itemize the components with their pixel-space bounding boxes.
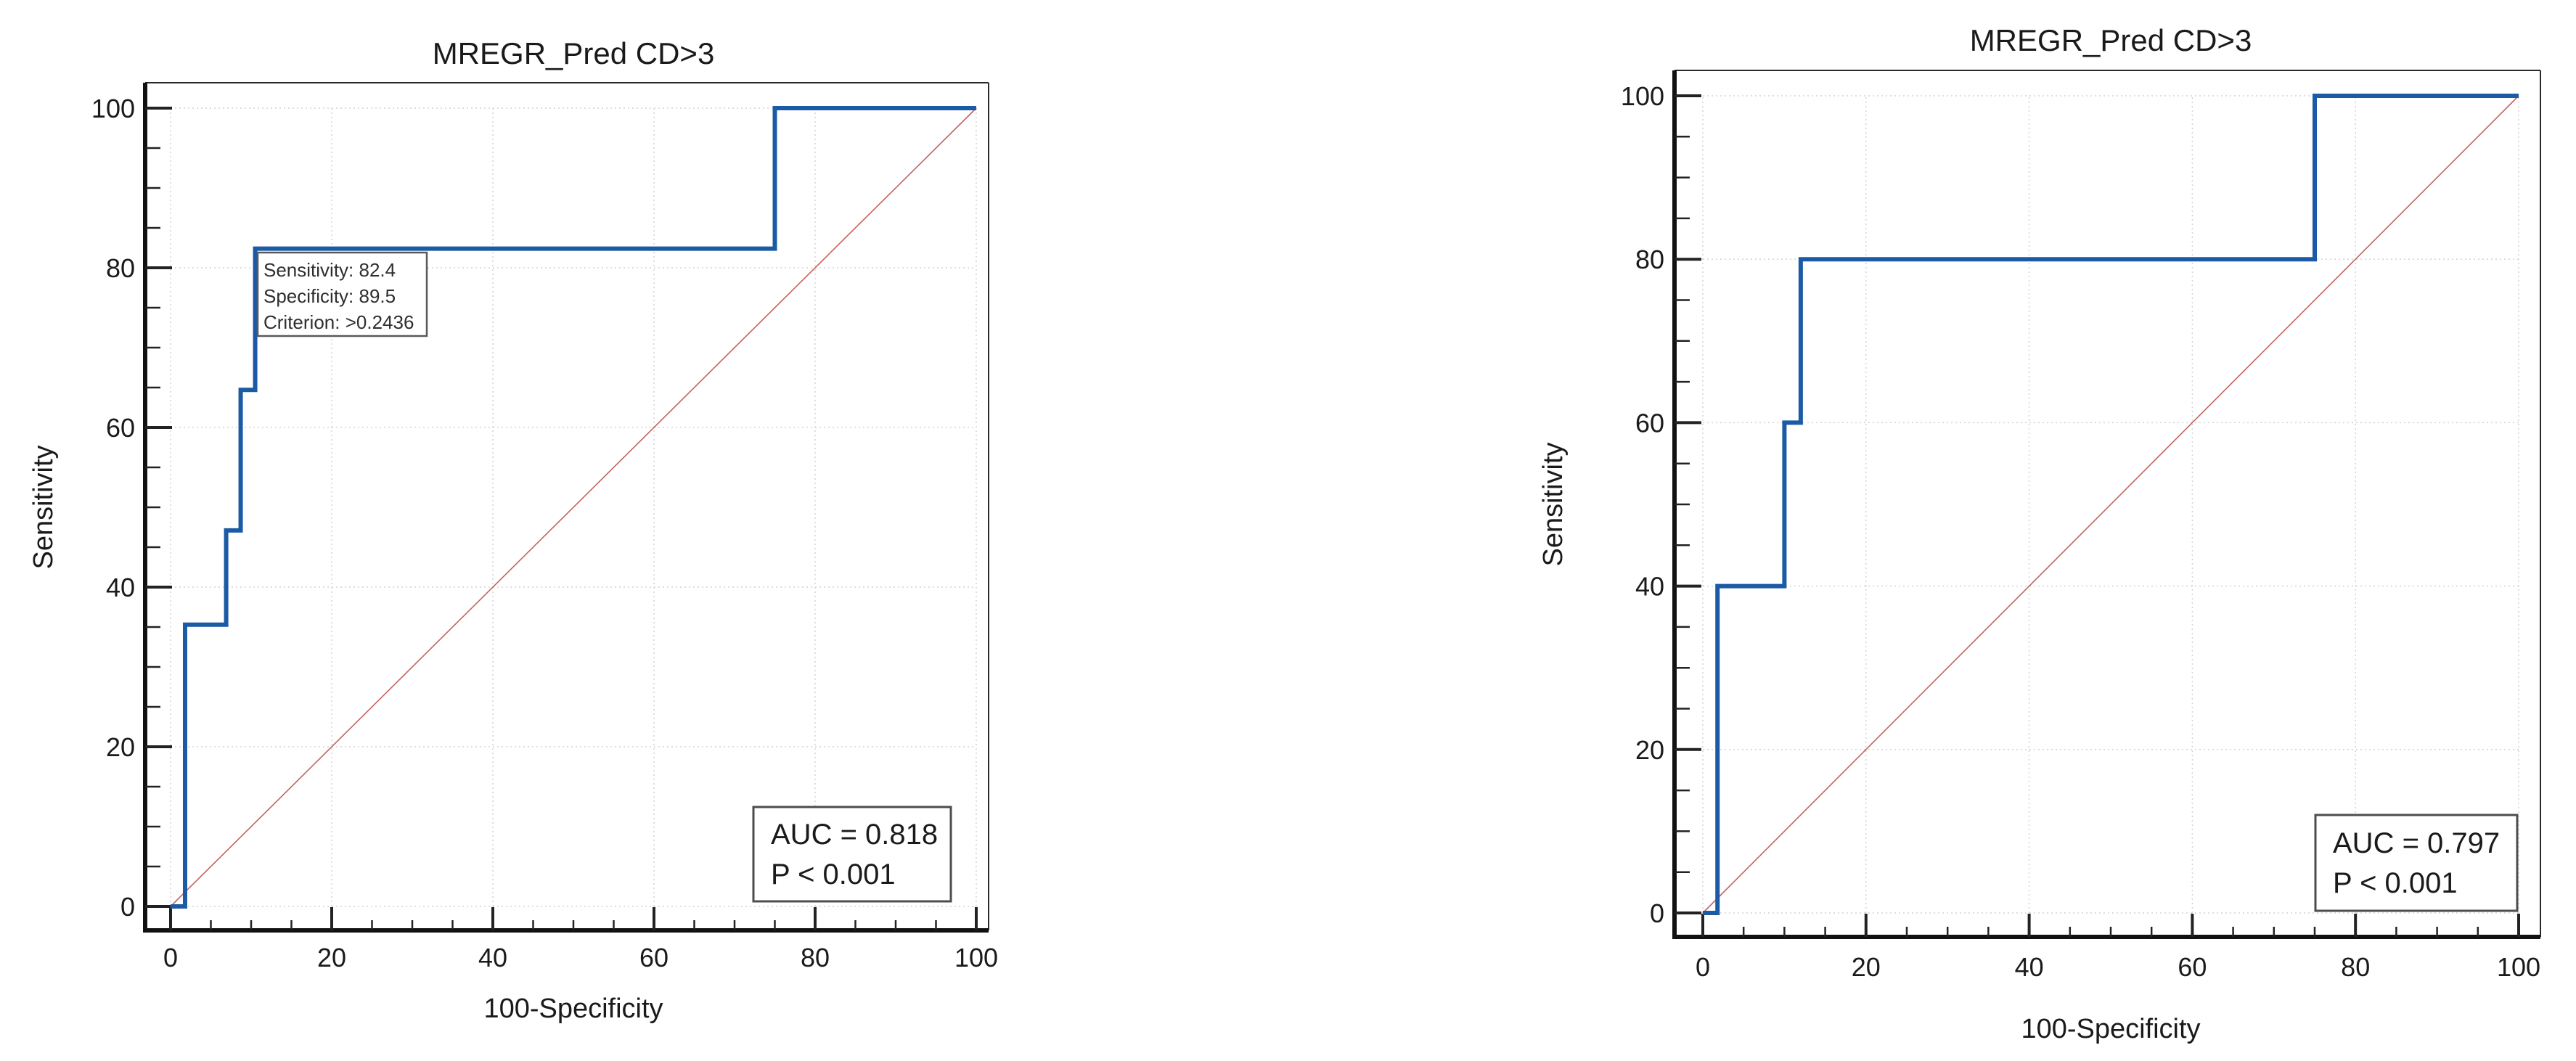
x-tick-label: 0: [163, 943, 178, 972]
auc-box: [752, 806, 952, 903]
auc-annotation: AUC = 0.818 P < 0.001: [752, 806, 952, 903]
tooltip-criterion: Criterion: >0.2436: [263, 311, 414, 333]
y-tick-label: 20: [106, 732, 135, 762]
x-tick-label: 80: [2341, 952, 2370, 982]
tooltip-box: [256, 251, 428, 337]
y-tick-label: 60: [1635, 408, 1664, 438]
auc-annotation: AUC = 0.797 P < 0.001: [2314, 814, 2519, 912]
x-tick-label: 80: [801, 943, 830, 972]
reference-diagonal-line: [170, 107, 977, 907]
y-axis-title: Sensitivity: [1538, 442, 1569, 566]
y-tick-label: 100: [91, 94, 135, 123]
plot-frame: [1672, 70, 2541, 939]
x-tick-label: 40: [478, 943, 507, 972]
auc-value: AUC = 0.818: [771, 819, 938, 851]
x-tick-label: 60: [639, 943, 668, 972]
chart-title: MREGR_Pred CD>3: [433, 36, 715, 70]
x-tick-label: 40: [2015, 952, 2044, 982]
tick-labels: 0 20 40 60 80 100 0 20 40 60 80 100: [1621, 81, 2540, 982]
auc-box: [2314, 814, 2519, 912]
x-axis-title: 100-Specificity: [483, 994, 663, 1024]
plot-frame: [143, 82, 989, 933]
tick-labels: 0 20 40 60 80 100 0 20 40 60 80 100: [91, 94, 998, 972]
auc-value: AUC = 0.797: [2333, 827, 2500, 859]
tooltip-specificity: Specificity: 89.5: [263, 285, 396, 307]
x-tick-label: 100: [2497, 952, 2540, 982]
x-tick-label: 0: [1696, 952, 1710, 982]
roc-curve-line: [1703, 94, 2519, 915]
y-tick-label: 0: [120, 892, 135, 922]
data-series: [170, 106, 977, 909]
x-tick-label: 100: [954, 943, 998, 972]
gridlines: [1702, 95, 2519, 914]
y-tick-label: 0: [1650, 898, 1664, 928]
tooltip-sensitivity: Sensitivity: 82.4: [263, 259, 396, 281]
p-value: P < 0.001: [2333, 867, 2458, 899]
x-tick-label: 60: [2178, 952, 2207, 982]
y-tick-label: 20: [1635, 735, 1664, 765]
y-tick-label: 40: [106, 573, 135, 602]
axis-ticks: [145, 107, 978, 930]
y-tick-label: 80: [106, 253, 135, 283]
data-series: [1702, 94, 2519, 915]
roc-curve-line: [171, 106, 976, 909]
y-tick-label: 60: [106, 413, 135, 443]
y-axis-title: Sensitivity: [28, 445, 59, 569]
reference-diagonal-line: [1702, 95, 2519, 914]
y-tick-label: 40: [1635, 572, 1664, 602]
y-tick-label: 100: [1621, 81, 1664, 111]
x-tick-label: 20: [317, 943, 346, 972]
axis-ticks: [1675, 94, 2520, 937]
chart-title: MREGR_Pred CD>3: [1970, 23, 2252, 57]
y-tick-label: 80: [1635, 245, 1664, 274]
x-tick-label: 20: [1852, 952, 1881, 982]
x-axis-title: 100-Specificity: [2021, 1014, 2200, 1044]
p-value: P < 0.001: [771, 859, 896, 890]
operating-point-tooltip: Sensitivity: 82.4 Specificity: 89.5 Crit…: [256, 251, 428, 337]
roc-chart-left: 0 20 40 60 80 100 0 20 40 60 80 100 MREGR_Pred CD>3…: [28, 36, 998, 1024]
roc-chart-right: 0 20 40 60 80 100 0 20 40 60 80 100 MREGR_Pred CD>3…: [1538, 23, 2541, 1044]
